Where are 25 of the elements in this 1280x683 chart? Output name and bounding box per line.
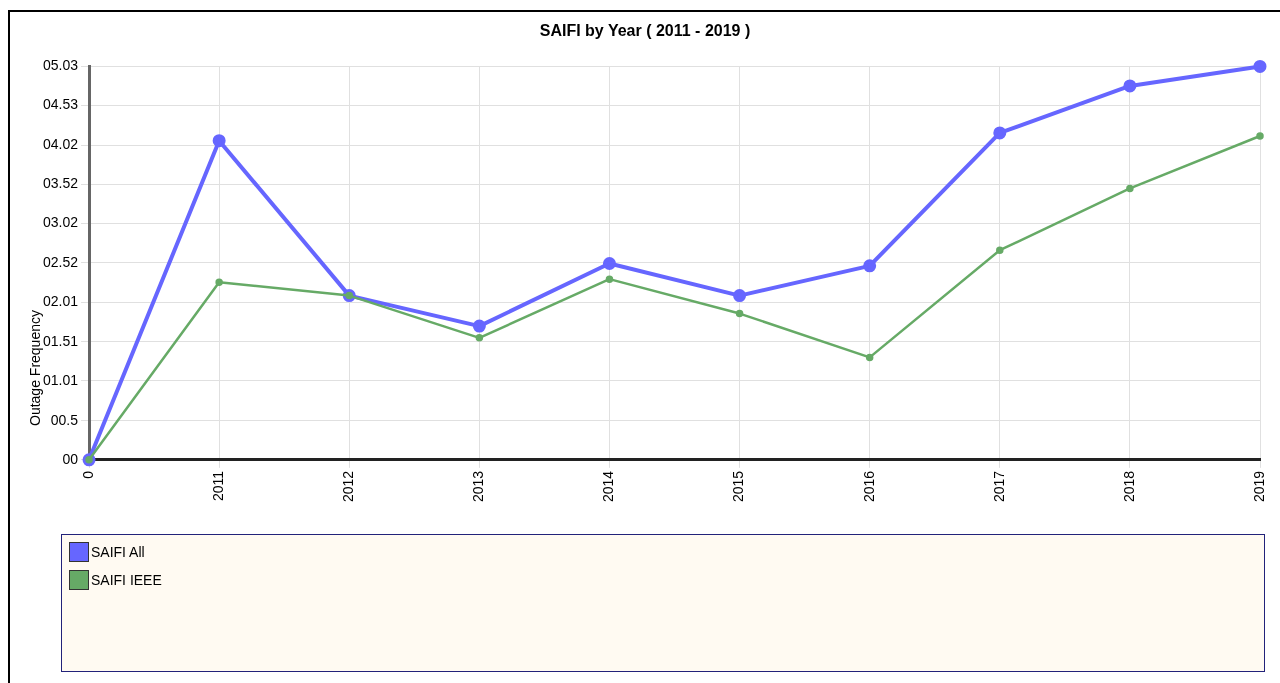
chart-title: SAIFI by Year ( 2011 - 2019 ) (538, 22, 752, 40)
x-tick-label: 2014 (600, 470, 617, 503)
x-tick-label: 2013 (470, 470, 487, 503)
x-tick-label: 0 (79, 470, 96, 479)
x-tick-label: 2019 (1250, 470, 1267, 503)
y-tick-label: 04.53 (42, 96, 79, 113)
y-tick-label: 01.01 (42, 371, 79, 388)
legend-label: SAIFI IEEE (91, 572, 162, 588)
legend-label: SAIFI All (91, 544, 145, 560)
x-tick-label: 2016 (860, 470, 877, 503)
y-tick-label: 05.03 (42, 57, 79, 74)
x-tick-label: 2011 (210, 470, 226, 501)
y-tick-label: 01.51 (42, 332, 79, 349)
x-tick-label: 2012 (340, 470, 357, 503)
y-tick-label: 02.52 (42, 253, 79, 270)
x-tick-label: 2018 (1120, 470, 1137, 503)
y-tick-label: 02.01 (42, 293, 79, 310)
y-tick-label: 00 (62, 450, 79, 467)
x-tick-label: 2015 (730, 470, 747, 503)
x-tick-label: 2017 (990, 470, 1007, 503)
y-axis-title: Outage Frequency (27, 309, 43, 428)
y-tick-label: 04.02 (42, 136, 79, 153)
y-tick-label: 03.52 (42, 175, 79, 192)
y-tick-label: 00.5 (50, 411, 79, 428)
y-tick-label: 03.02 (42, 214, 79, 231)
